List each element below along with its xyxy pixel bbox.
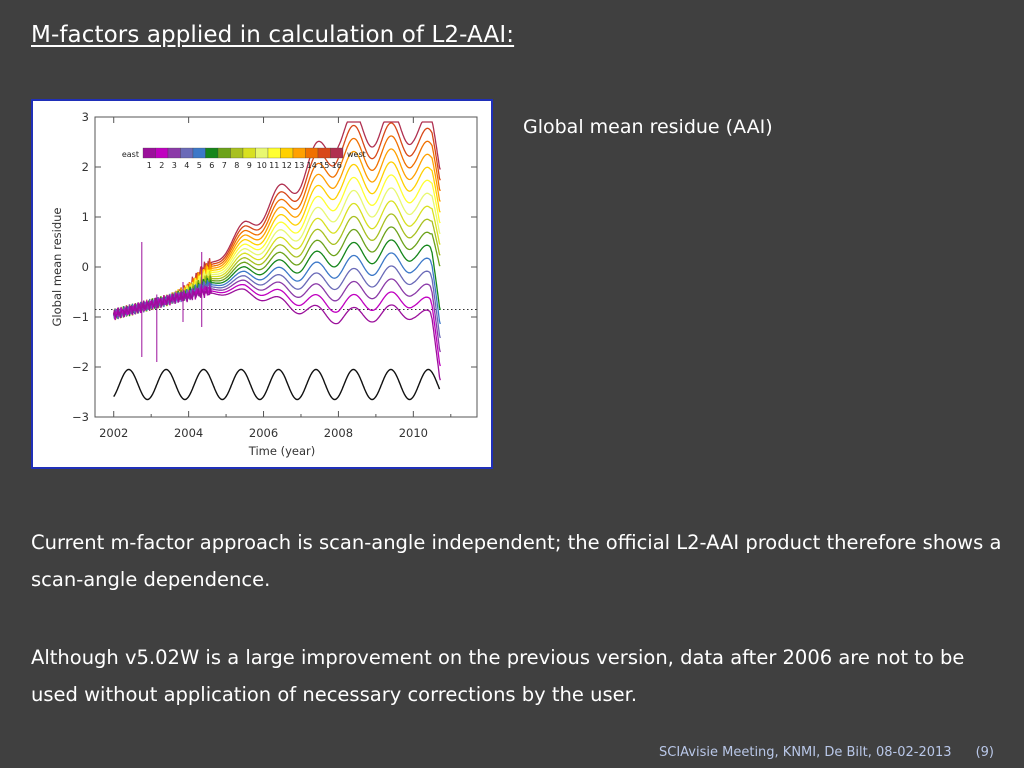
x-tick-label: 2004 — [174, 426, 203, 440]
legend-label-7: 7 — [222, 161, 227, 170]
legend-label-2: 2 — [159, 161, 164, 170]
legend-swatch-2 — [155, 147, 169, 159]
x-tick-label: 2008 — [324, 426, 353, 440]
y-tick-label: 1 — [82, 210, 89, 224]
legend-swatch-7 — [217, 147, 231, 159]
legend-label-3: 3 — [172, 161, 177, 170]
x-tick-label: 2002 — [99, 426, 128, 440]
legend-label-1: 1 — [147, 161, 152, 170]
legend-swatch-10 — [255, 147, 269, 159]
legend-swatch-4 — [180, 147, 194, 159]
series-scan-angle-1 — [113, 286, 441, 381]
series-scan-angle-5 — [113, 252, 441, 325]
legend-label-6: 6 — [209, 161, 214, 170]
legend-swatch-6 — [205, 147, 219, 159]
legend-swatch-16 — [330, 147, 344, 159]
legend-swatch-9 — [242, 147, 256, 159]
x-tick-label: 2010 — [399, 426, 428, 440]
legend-label-12: 12 — [282, 161, 292, 170]
paragraph-scan-angle: Current m-factor approach is scan-angle … — [31, 531, 1002, 591]
legend-swatch-12 — [280, 147, 294, 159]
x-axis-label: Time (year) — [248, 444, 315, 458]
paragraph-version-note: Although v5.02W is a large improvement o… — [31, 646, 965, 706]
legend-label-15: 15 — [319, 161, 329, 170]
legend-swatch-8 — [230, 147, 244, 159]
legend-label-14: 14 — [307, 161, 317, 170]
legend-swatch-3 — [167, 147, 181, 159]
y-tick-label: 0 — [82, 260, 89, 274]
legend-swatch-11 — [267, 147, 281, 159]
legend-label-10: 10 — [257, 161, 267, 170]
legend-label-9: 9 — [247, 161, 252, 170]
chart-figure: 3 2 1 0 −1 −2 −3 2002 2004 2006 2008 2010 Time (year… — [31, 99, 493, 469]
page-number: (9) — [975, 745, 994, 760]
legend-east-label: east — [122, 150, 139, 159]
legend-swatch-13 — [292, 147, 306, 159]
slide-title: M-factors applied in calculation of L2-A… — [31, 22, 515, 48]
legend-swatch-14 — [305, 147, 319, 159]
slide-footer: SCIAvisie Meeting, KNMI, De Bilt, 08-02-… — [659, 745, 994, 760]
legend-label-4: 4 — [184, 161, 189, 170]
y-tick-label: −1 — [72, 310, 89, 324]
legend-label-13: 13 — [294, 161, 304, 170]
chart-caption: Global mean residue (AAI) — [523, 116, 773, 138]
y-tick-label: 2 — [82, 160, 89, 174]
footer-meeting: SCIAvisie Meeting, KNMI, De Bilt, 08-02-… — [659, 745, 952, 760]
x-tick-label: 2006 — [249, 426, 278, 440]
legend-label-16: 16 — [332, 161, 342, 170]
legend-swatch-1 — [142, 147, 156, 159]
legend-label-11: 11 — [269, 161, 279, 170]
legend-swatch-5 — [192, 147, 206, 159]
legend-west-label: west — [347, 150, 366, 159]
y-tick-label: −3 — [72, 410, 89, 424]
legend-swatch-15 — [317, 147, 331, 159]
y-tick-label: −2 — [72, 360, 89, 374]
y-axis-label: Global mean residue — [50, 207, 64, 326]
legend-label-8: 8 — [234, 161, 239, 170]
seasonal-curve — [113, 368, 441, 401]
legend-label-5: 5 — [197, 161, 202, 170]
y-tick-label: 3 — [82, 110, 89, 124]
